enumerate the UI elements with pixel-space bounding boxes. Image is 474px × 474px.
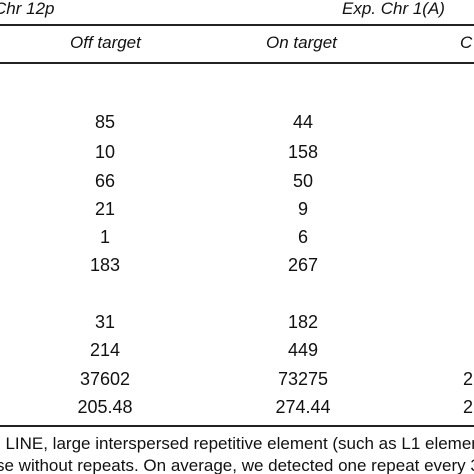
top-rule — [0, 24, 474, 26]
table-cell: 85 — [94, 112, 116, 132]
table-cell: 9 — [297, 199, 309, 219]
footnote-line-2: se without repeats. On average, we detec… — [0, 456, 474, 474]
table-cell: 6 — [297, 227, 309, 247]
footnote-line-1: ; LINE, large interspersed repetitive el… — [0, 434, 474, 453]
group-header-left: Chr 12p — [0, 0, 55, 18]
table-cell: 1 — [99, 227, 111, 247]
table-cell: 158 — [287, 142, 319, 162]
table-cell: 50 — [292, 171, 314, 191]
table-cell: 182 — [287, 312, 319, 332]
bottom-rule — [0, 425, 474, 427]
col-header-clipped: C — [460, 33, 473, 52]
table-cell: 449 — [287, 340, 319, 360]
table-cell-clipped: 2 — [463, 397, 474, 417]
col-header-off-target: Off target — [70, 33, 141, 52]
table-cell: 37602 — [79, 369, 131, 389]
table-cell: 31 — [94, 312, 116, 332]
table-cell: 214 — [89, 340, 121, 360]
header-rule — [0, 62, 474, 64]
table-cell: 73275 — [277, 369, 329, 389]
table-cell: 274.44 — [275, 397, 331, 417]
table-cell: 21 — [94, 199, 116, 219]
table-cell: 66 — [94, 171, 116, 191]
table-cell: 205.48 — [77, 397, 133, 417]
table-cell-clipped: 2 — [463, 369, 474, 389]
table-cell: 44 — [292, 112, 314, 132]
table-cell: 267 — [287, 255, 319, 275]
table-cell: 183 — [89, 255, 121, 275]
table-cell: 10 — [94, 142, 116, 162]
group-header-right: Exp. Chr 1(A) — [342, 0, 445, 18]
col-header-on-target: On target — [266, 33, 337, 52]
